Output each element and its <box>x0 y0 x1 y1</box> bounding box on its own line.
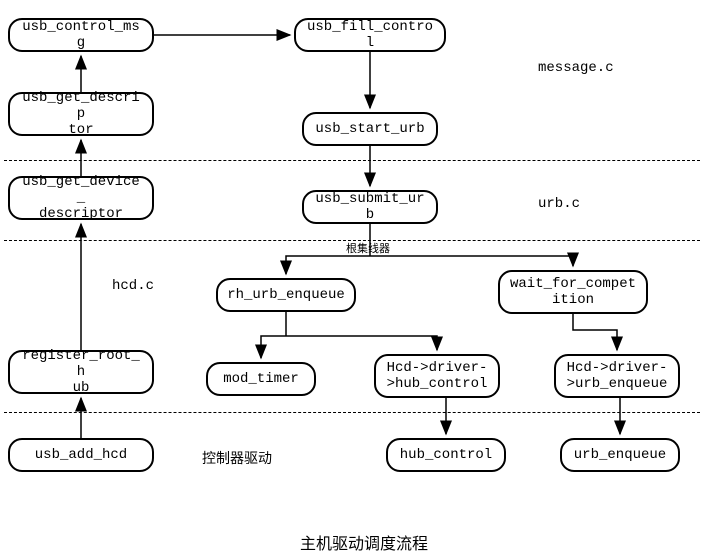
node-usb-fill-control: usb_fill_control <box>294 18 446 52</box>
diagram-title: 主机驱动调度流程 <box>300 530 428 554</box>
node-usb-control-msg: usb_control_msg <box>8 18 154 52</box>
label-message-c: message.c <box>538 60 614 76</box>
node-wait-for-competition: wait_for_competition <box>498 270 648 314</box>
node-usb-start-urb: usb_start_urb <box>302 112 438 146</box>
section-line-3 <box>4 412 700 413</box>
node-usb-submit-urb: usb_submit_urb <box>302 190 438 224</box>
label-hcd-c: hcd.c <box>112 278 154 294</box>
node-usb-get-device-descriptor: usb_get_device_descriptor <box>8 176 154 220</box>
node-usb-get-descriptor: usb_get_descriptor <box>8 92 154 136</box>
node-urb-enqueue: urb_enqueue <box>560 438 680 472</box>
label-root-hub: 根集线器 <box>346 240 390 256</box>
node-hcd-driver-hub-control: Hcd->driver->hub_control <box>374 354 500 398</box>
node-hcd-driver-urb-enqueue: Hcd->driver->urb_enqueue <box>554 354 680 398</box>
label-urb-c: urb.c <box>538 196 580 212</box>
label-controller-driver: 控制器驱动 <box>202 448 272 468</box>
node-hub-control: hub_control <box>386 438 506 472</box>
node-register-root-hub: register_root_hub <box>8 350 154 394</box>
node-rh-urb-enqueue: rh_urb_enqueue <box>216 278 356 312</box>
node-usb-add-hcd: usb_add_hcd <box>8 438 154 472</box>
section-line-1 <box>4 160 700 161</box>
node-mod-timer: mod_timer <box>206 362 316 396</box>
